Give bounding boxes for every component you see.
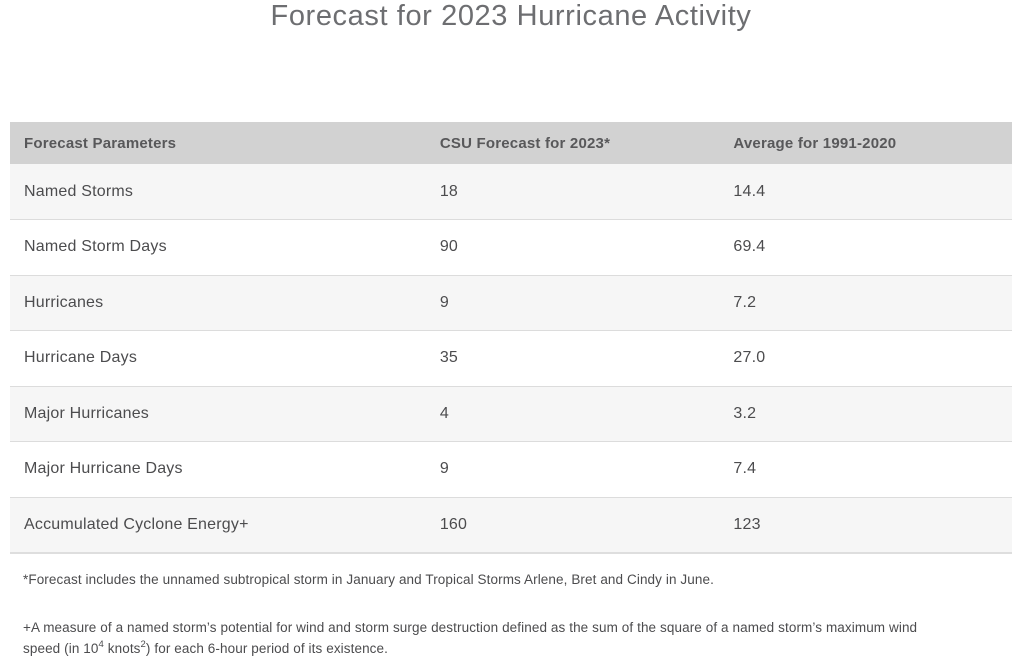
forecast-value-cell: 160 <box>439 515 468 533</box>
footnote-plus: +A measure of a named storm’s potential … <box>23 617 998 661</box>
table-row: Named Storms 18 14.4 <box>10 164 1012 220</box>
parameter-cell: Major Hurricanes <box>24 404 150 422</box>
average-value-cell: 14.4 <box>733 182 766 200</box>
forecast-value-cell: 18 <box>439 182 459 200</box>
column-header-csu-forecast-2023: CSU Forecast for 2023* <box>439 134 611 152</box>
parameter-cell: Named Storms <box>24 182 134 200</box>
table-row: Hurricane Days 35 27.0 <box>10 330 1012 386</box>
average-value-cell: 7.4 <box>733 460 757 478</box>
parameter-cell: Hurricanes <box>24 293 104 311</box>
page-title: Forecast for 2023 Hurricane Activity <box>270 0 752 32</box>
table-header: Forecast Parameters CSU Forecast for 202… <box>10 122 1012 164</box>
table-row: Major Hurricanes 4 3.2 <box>10 386 1012 442</box>
parameter-cell: Hurricane Days <box>24 349 138 367</box>
superscript-exponent: 4 <box>98 638 104 650</box>
forecast-value-cell: 9 <box>439 460 449 478</box>
footnote-star: *Forecast includes the unnamed subtropic… <box>23 571 714 587</box>
footnote-plus-line1: +A measure of a named storm’s potential … <box>23 619 918 635</box>
forecast-value-cell: 9 <box>439 293 449 311</box>
forecast-table: Forecast Parameters CSU Forecast for 202… <box>10 122 1012 554</box>
average-value-cell: 7.2 <box>733 293 757 311</box>
table-row: Major Hurricane Days 9 7.4 <box>10 441 1012 497</box>
parameter-cell: Major Hurricane Days <box>24 460 183 478</box>
table-body: Named Storms 18 14.4 Named Storm Days 90… <box>10 164 1012 553</box>
table-header-row: Forecast Parameters CSU Forecast for 202… <box>10 122 1012 164</box>
footnote-plus-line2: speed (in 104 knots2) for each 6-hour pe… <box>23 638 388 656</box>
column-header-average-1991-2020: Average for 1991-2020 <box>733 134 897 152</box>
average-value-cell: 69.4 <box>733 238 766 256</box>
parameter-cell: Accumulated Cyclone Energy+ <box>24 515 249 533</box>
column-header-forecast-parameters: Forecast Parameters <box>24 134 177 152</box>
average-value-cell: 3.2 <box>733 404 757 422</box>
parameter-cell: Named Storm Days <box>24 238 167 256</box>
forecast-value-cell: 4 <box>439 404 449 422</box>
table-row: Accumulated Cyclone Energy+ 160 123 <box>10 497 1012 553</box>
forecast-table-container: Forecast Parameters CSU Forecast for 202… <box>10 122 1012 554</box>
footnotes: *Forecast includes the unnamed subtropic… <box>23 569 998 661</box>
forecast-value-cell: 35 <box>439 349 459 367</box>
average-value-cell: 27.0 <box>733 349 766 367</box>
table-row: Hurricanes 9 7.2 <box>10 275 1012 331</box>
forecast-value-cell: 90 <box>439 238 459 256</box>
superscript-exponent: 2 <box>140 638 146 650</box>
average-value-cell: 123 <box>733 515 761 533</box>
table-row: Named Storm Days 90 69.4 <box>10 219 1012 275</box>
